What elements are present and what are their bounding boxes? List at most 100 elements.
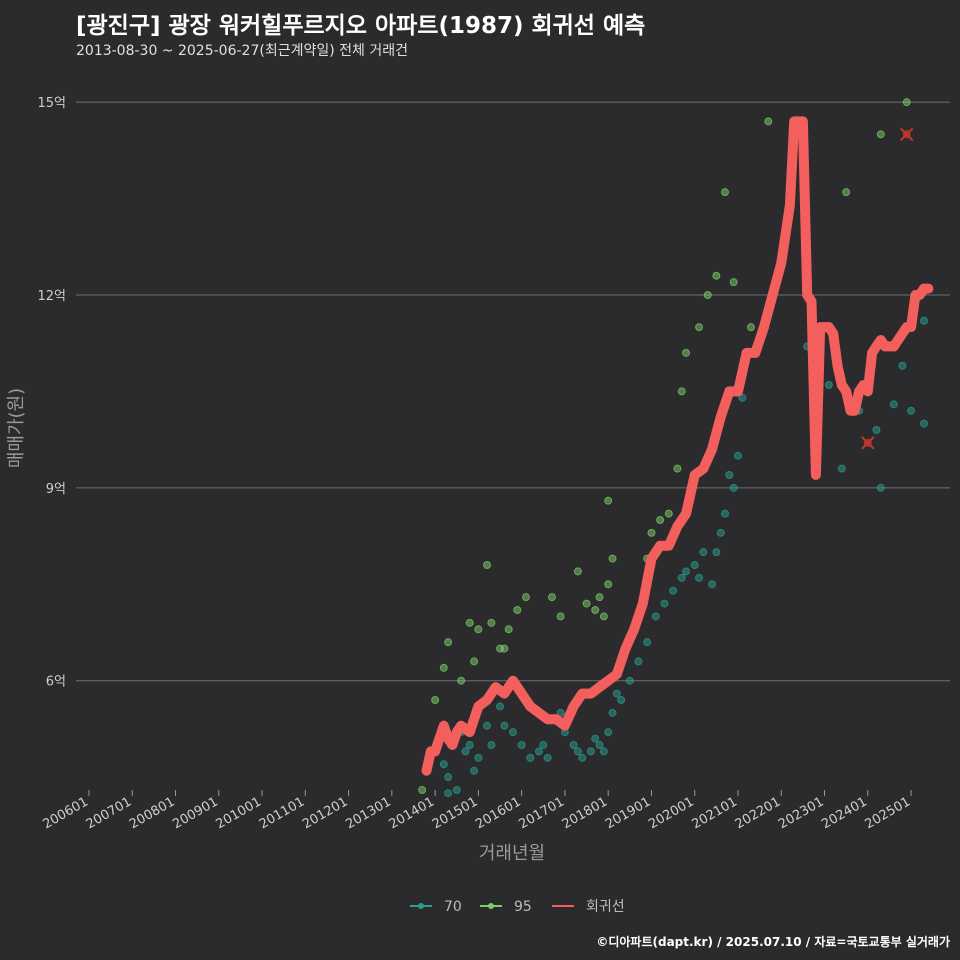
data-point-70 [699, 548, 708, 557]
data-point-95 [599, 612, 608, 621]
x-tick-label: 202201 [733, 794, 783, 832]
data-point-70 [725, 471, 734, 479]
data-point-70 [682, 567, 691, 576]
data-point-95 [582, 599, 591, 608]
data-point-70 [599, 747, 608, 756]
data-point-95 [457, 676, 466, 685]
x-tick-label: 200601 [40, 794, 90, 832]
x-tick-label: 200701 [84, 794, 134, 832]
data-point-70 [660, 599, 669, 608]
data-point-70 [539, 741, 548, 749]
data-point-95 [647, 528, 656, 537]
data-point-95 [556, 612, 565, 621]
data-point-70 [824, 381, 833, 389]
regression-line [421, 116, 934, 776]
data-point-70 [872, 426, 881, 434]
y-axis-ticks: 6억 9억 12억 15억 [37, 96, 66, 690]
data-point-95 [470, 657, 479, 666]
data-point-70 [591, 734, 600, 743]
data-point-70 [517, 741, 526, 749]
data-point-70 [708, 580, 717, 589]
x-tick-label: 201201 [300, 794, 350, 832]
y-tick-label: 6억 [46, 675, 66, 690]
data-point-95 [547, 593, 556, 602]
data-point-95 [677, 387, 686, 396]
chart-title: [광진구] 광장 워커힐푸르지오 아파트(1987) 회귀선 예측 [76, 13, 646, 39]
data-point-70 [716, 528, 725, 537]
data-point-70 [608, 708, 617, 717]
y-tick-label: 9억 [46, 482, 66, 497]
data-point-95 [474, 625, 483, 634]
highlight-cross [861, 436, 875, 450]
legend-key-point [488, 903, 494, 909]
data-point-95 [656, 516, 665, 524]
data-point-70 [439, 760, 448, 769]
data-point-70 [586, 747, 595, 756]
data-point-95 [746, 323, 755, 332]
data-point-70 [500, 721, 509, 730]
data-point-70 [612, 689, 621, 698]
x-axis-title: 거래년월 [479, 843, 545, 864]
data-point-95 [703, 291, 712, 299]
data-point-95 [573, 567, 582, 576]
data-point-70 [617, 696, 626, 704]
x-tick-label: 201301 [343, 794, 393, 832]
y-axis-title: 매매가(원) [6, 388, 27, 468]
data-point-95 [591, 606, 600, 614]
x-tick-label: 201001 [214, 794, 264, 832]
data-point-95 [483, 561, 492, 569]
x-tick-label: 202401 [819, 794, 869, 832]
data-point-70 [470, 766, 479, 775]
x-axis-ticks: 2006012007012008012009012010012011012012… [40, 790, 913, 832]
data-point-70 [483, 721, 492, 730]
x-tick-label: 201401 [387, 794, 437, 832]
regression-line-layer [421, 116, 934, 776]
x-tick-label: 201701 [516, 794, 566, 832]
data-point-70 [907, 406, 916, 415]
data-point-70 [444, 789, 453, 798]
data-point-70 [721, 509, 730, 518]
legend-label: 95 [514, 899, 532, 915]
x-tick-label: 202001 [646, 794, 696, 832]
data-point-70 [509, 728, 517, 737]
data-point-95 [842, 188, 851, 197]
data-point-70 [452, 786, 461, 794]
data-point-70 [461, 747, 470, 756]
x-tick-label: 201601 [473, 794, 523, 832]
data-point-95 [673, 464, 682, 473]
legend: 70 95 회귀선 [410, 899, 625, 915]
data-point-95 [604, 580, 613, 589]
data-point-70 [534, 747, 543, 756]
data-point-70 [695, 573, 704, 582]
data-point-95 [902, 98, 911, 107]
data-point-95 [721, 188, 730, 197]
x-tick-label: 202101 [690, 794, 740, 832]
data-point-95 [513, 606, 522, 614]
data-point-95 [876, 130, 885, 139]
data-point-95 [695, 323, 704, 332]
data-point-70 [604, 728, 613, 737]
x-tick-label: 202501 [863, 794, 913, 832]
data-point-70 [487, 741, 496, 749]
data-point-70 [496, 702, 505, 711]
data-point-95 [465, 618, 474, 627]
y-tick-label: 12억 [37, 289, 66, 304]
data-point-70 [920, 419, 929, 428]
chart-subtitle: 2013-08-30 ~ 2025-06-27(최근계약일) 전체 거래건 [76, 43, 408, 59]
data-point-70 [634, 657, 643, 666]
data-point-70 [526, 753, 535, 762]
data-point-95 [431, 696, 440, 704]
data-point-95 [500, 644, 509, 653]
data-point-70 [573, 747, 582, 756]
legend-label: 70 [444, 899, 462, 915]
data-point-95 [664, 509, 673, 518]
data-point-95 [764, 117, 773, 126]
data-point-70 [876, 483, 885, 492]
data-point-70 [837, 464, 846, 473]
data-point-70 [474, 753, 483, 762]
data-point-95 [729, 278, 738, 287]
x-tick-label: 200801 [127, 794, 177, 832]
x-tick-label: 202301 [776, 794, 826, 832]
